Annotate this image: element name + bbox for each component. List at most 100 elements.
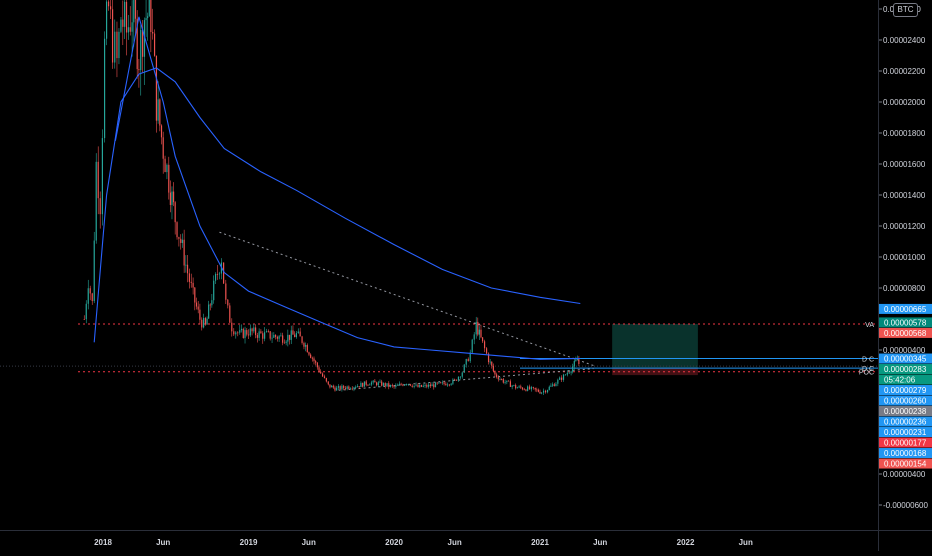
price-badge-text: 0.00000279: [884, 386, 927, 395]
time-label: Jun: [593, 538, 607, 547]
price-badge: 0.00000154: [879, 458, 932, 469]
candle-body: [501, 378, 503, 380]
candle-body: [573, 360, 575, 367]
time-label: 2018: [94, 538, 112, 547]
candle-body: [150, 0, 152, 32]
price-badge-bg: [879, 385, 932, 396]
price-badge-text: 05:42:06: [884, 376, 916, 385]
candle-body: [95, 161, 97, 241]
candle-body: [273, 335, 275, 338]
price-axis[interactable]: 0.00002600.000024000.000022000.000020000…: [878, 0, 932, 530]
candle-body: [83, 319, 85, 320]
candle-body: [429, 384, 431, 387]
candle-body: [192, 282, 194, 288]
candle-body: [382, 383, 385, 386]
candle-body: [129, 27, 131, 32]
price-tick-label: 0.00002400: [883, 36, 926, 45]
candle-body: [190, 281, 192, 283]
dc-label: D C: [862, 366, 874, 373]
candle-body: [218, 273, 221, 275]
candle-body: [283, 342, 286, 344]
price-badge-bg: [879, 317, 932, 328]
candle-body: [367, 384, 369, 386]
price-badge-bg: [879, 327, 932, 338]
candle-body: [168, 164, 170, 193]
candle-body: [353, 387, 355, 389]
candle-body: [555, 383, 557, 387]
candle-body: [358, 386, 360, 388]
candle-body: [225, 283, 227, 300]
candle-body: [178, 237, 180, 239]
candle-body: [197, 306, 199, 310]
candle-body: [99, 198, 101, 215]
candle-body: [325, 378, 327, 382]
candle-body: [576, 359, 579, 361]
candle-body: [532, 387, 534, 388]
candle-body: [341, 385, 343, 390]
candle-body: [351, 388, 353, 390]
candle-body: [311, 357, 313, 359]
candle-body: [111, 9, 114, 63]
candle-body: [120, 19, 122, 32]
price-tick-label: 0.00001200: [883, 222, 926, 231]
candle-body: [487, 353, 490, 363]
candle-body: [199, 309, 201, 320]
candle-body: [561, 377, 563, 380]
candle-body: [332, 385, 334, 388]
candle-body: [363, 381, 366, 387]
candle-body: [513, 385, 515, 386]
candle-body: [148, 0, 150, 17]
symbol-badge[interactable]: BTC: [893, 3, 918, 17]
axis-corner: [878, 530, 932, 551]
candle-body: [118, 31, 120, 59]
time-label: 2020: [385, 538, 403, 547]
price-tick-label: 0.00002200: [883, 67, 926, 76]
candle-body: [301, 336, 303, 343]
price-badge-text: 0.00000236: [884, 418, 927, 427]
candle-body: [223, 262, 225, 284]
candle-body: [420, 384, 423, 387]
time-label: Jun: [739, 538, 753, 547]
candle-body: [473, 334, 475, 340]
price-tick-label: 0.00000400: [883, 346, 926, 355]
candle-body: [116, 31, 118, 59]
va-label: VA: [865, 322, 874, 329]
candle-body: [160, 125, 163, 138]
candle-body: [214, 273, 217, 281]
candle-body: [194, 287, 196, 303]
candle-body: [557, 379, 559, 384]
candle-body: [427, 384, 430, 387]
candle-body: [142, 29, 144, 57]
candle-body: [542, 390, 545, 393]
candle-body: [483, 341, 486, 349]
candle-body: [409, 384, 411, 386]
price-tick-label: 0.00001000: [883, 253, 926, 262]
price-badge-text: 0.00000578: [884, 318, 927, 327]
price-badge-text: 0.00000345: [884, 355, 927, 364]
candle-body: [211, 300, 213, 306]
candle-body: [114, 31, 116, 63]
candle-body: [395, 385, 397, 387]
candle-body: [388, 383, 390, 387]
candle-body: [402, 384, 404, 386]
candle-body: [136, 18, 138, 70]
price-badge-text: 0.00000283: [884, 365, 927, 374]
candle-body: [331, 385, 333, 388]
time-axis[interactable]: 2018 Jun 2019 Jun 2020 Jun 2021 Jun 2022 Jun: [0, 530, 878, 551]
candle-body: [370, 382, 373, 385]
candle-body: [537, 389, 540, 392]
moving-averages: [93, 16, 581, 360]
candle-body: [461, 372, 463, 377]
candle-body: [213, 280, 215, 301]
candle-body: [239, 330, 241, 333]
candle-body: [459, 376, 461, 378]
moving-average-short: [114, 16, 581, 360]
candle-body: [153, 33, 156, 56]
candle-body: [475, 321, 477, 335]
candle-body: [247, 334, 250, 336]
candle-body: [396, 384, 399, 386]
candle-body: [426, 384, 428, 387]
